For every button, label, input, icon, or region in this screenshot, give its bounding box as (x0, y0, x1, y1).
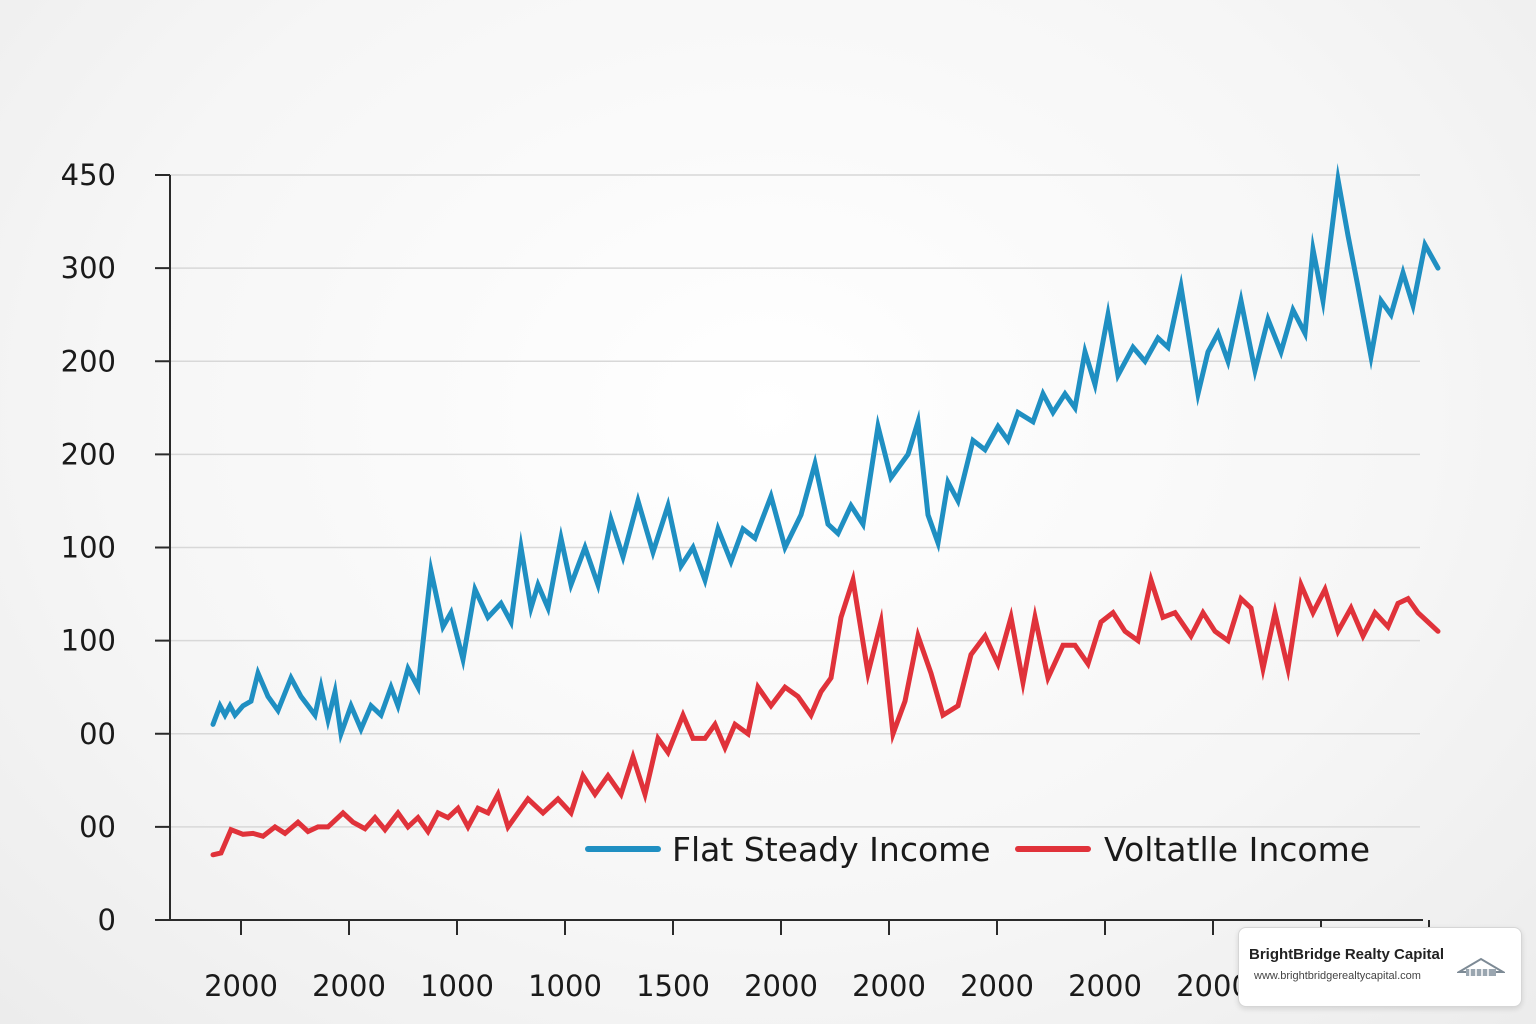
y-tick-label: 00 (79, 717, 116, 751)
x-tick-label: 2000 (852, 969, 926, 1003)
y-tick-label: 100 (61, 624, 116, 658)
y-tick-label: 300 (61, 251, 116, 285)
y-tick-label: 0 (98, 903, 116, 937)
y-tick-label: 200 (61, 344, 116, 378)
x-tick-label: 1000 (420, 969, 494, 1003)
y-tick-label: 00 (79, 810, 116, 844)
legend-label-volatile: Voltatlle Income (1104, 830, 1370, 869)
y-tick-label: 100 (61, 531, 116, 565)
x-tick-label: 2000 (312, 969, 386, 1003)
x-tick-label: 1500 (636, 969, 710, 1003)
x-tick-label: 2000 (204, 969, 278, 1003)
x-tick-label: 1000 (528, 969, 602, 1003)
series-lines (210, 163, 1441, 858)
brand-url: www.brightbridgerealtycapital.com (1254, 970, 1421, 982)
y-tick-label: 200 (61, 437, 116, 471)
series-line-volatile-income (210, 569, 1441, 858)
building-logo-icon (1457, 957, 1505, 976)
legend: Flat Steady Income Voltatlle Income (585, 830, 1370, 869)
brand-card: BrightBridge Realty Capital www.brightbr… (1238, 927, 1522, 1007)
legend-label-steady: Flat Steady Income (672, 830, 991, 869)
brand-name: BrightBridge Realty Capital (1249, 946, 1445, 963)
series-line-steady-income (210, 163, 1441, 745)
x-tick-label: 2000 (1176, 969, 1250, 1003)
x-tick-label: 2000 (1068, 969, 1142, 1003)
gridlines (170, 174, 1420, 828)
y-tick-label: 450 (61, 158, 116, 192)
x-tick-label: 2000 (744, 969, 818, 1003)
x-tick-label: 2000 (960, 969, 1034, 1003)
